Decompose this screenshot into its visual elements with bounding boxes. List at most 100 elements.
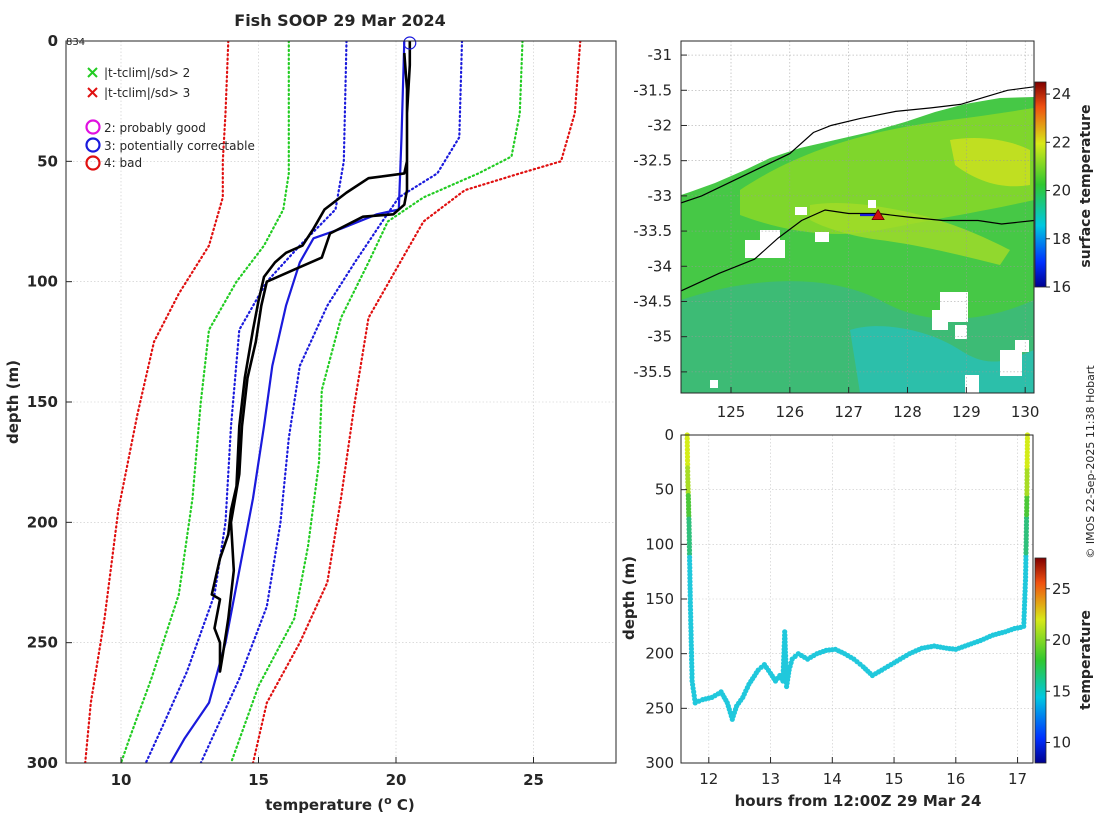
section-data-point xyxy=(684,436,690,442)
map-xtick-label: 126 xyxy=(776,403,805,421)
map-cast-marker xyxy=(871,208,885,220)
profile-ylabel: depth (m) xyxy=(4,360,22,444)
section-colorbar-ramp xyxy=(1034,557,1047,764)
map-ytick-label: -35.5 xyxy=(633,363,672,381)
profile-xlabel: temperature (o C) xyxy=(265,794,415,814)
map-colorbar-tick-label: 24 xyxy=(1052,85,1071,103)
legend-x-icon-red xyxy=(87,87,98,98)
legend-circle-icon-blue xyxy=(85,137,101,153)
map-ship-track xyxy=(681,209,1034,292)
section-colorbar-tick-label: 15 xyxy=(1052,682,1071,700)
section-colorbar-tick-label: 20 xyxy=(1052,631,1071,649)
section-panel: 12 13 14 15 16 17 0 50 100 150 200 250 300 hours fr… xyxy=(620,426,1094,810)
map-xtick-label: 125 xyxy=(717,403,746,421)
profile-ytick-label: 0 xyxy=(48,32,58,50)
profile-series xyxy=(84,41,582,763)
map-yticks: -31 -31.5 -32 -32.5 -33 -33.5 -34 -34.5 -35 -35.5 xyxy=(633,46,687,381)
map-ytick-label: -35 xyxy=(648,328,673,346)
map-ytick-label: -34.5 xyxy=(633,292,672,310)
map-ytick-label: -32.5 xyxy=(633,152,672,170)
legend-label: 4: bad xyxy=(104,156,142,170)
section-xticks: 12 13 14 15 16 17 xyxy=(699,757,1027,788)
profile-series-clim-3sd xyxy=(84,41,230,763)
profile-panel: 10 15 20 25 0 50 100 150 200 250 300 834 temperat… xyxy=(4,32,617,814)
map-xtick-label: 129 xyxy=(952,403,981,421)
section-data-point xyxy=(684,439,690,445)
profile-series-clim-2sd xyxy=(229,41,524,763)
map-ytick-label: -34 xyxy=(648,257,673,275)
profile-yticks: 0 50 100 150 200 250 300 xyxy=(27,32,72,772)
map-xtick-label: 130 xyxy=(1011,403,1040,421)
map-colorbar-ticks: 16 18 20 22 24 xyxy=(1046,85,1071,296)
map-heatmap xyxy=(681,41,1034,393)
section-ytick-label: 250 xyxy=(645,699,674,717)
profile-series-measured-profile xyxy=(210,41,412,673)
legend-item-sd3: |t-tclim|/sd> 3 xyxy=(87,86,190,100)
legend-label: 2: probably good xyxy=(104,121,206,135)
profile-series-clim-1sd xyxy=(199,41,464,763)
legend-label: 3: potentially correctable xyxy=(104,139,255,153)
map-ytick-label: -32 xyxy=(648,116,673,134)
profile-xtick-label: 20 xyxy=(386,771,407,789)
credit-text: © IMOS 22-Sep-2025 11:38 Hobart xyxy=(1084,365,1097,559)
profile-gridlines xyxy=(66,40,616,764)
map-colorbar-tick-label: 18 xyxy=(1052,230,1071,248)
map-ytick-label: -31 xyxy=(648,46,673,64)
map-ytick-label: -31.5 xyxy=(633,81,672,99)
legend-circle-icon-magenta xyxy=(85,119,101,135)
profile-xtick-label: 10 xyxy=(111,771,132,789)
legend-x-icon-green xyxy=(87,67,98,78)
section-xtick-label: 17 xyxy=(1008,770,1027,788)
map-colorbar-ramp xyxy=(1034,81,1047,288)
profile-xtick-label: 15 xyxy=(248,771,269,789)
figure-title: Fish SOOP 29 Mar 2024 xyxy=(234,11,445,30)
section-xtick-label: 12 xyxy=(699,770,718,788)
profile-series-clim-3sd xyxy=(251,41,582,763)
legend-item-sd2: |t-tclim|/sd> 2 xyxy=(87,66,190,80)
map-coastline xyxy=(681,86,1034,204)
map-colorbar-tick-label: 20 xyxy=(1052,182,1071,200)
map-cool-water-field xyxy=(850,326,1034,393)
legend-item-probably-good: 2: probably good xyxy=(85,119,206,135)
profile-ytick-label: 300 xyxy=(27,754,58,772)
section-xtick-label: 13 xyxy=(761,770,780,788)
section-ylabel: depth (m) xyxy=(620,556,638,640)
profile-ytick-label: 250 xyxy=(27,634,58,652)
legend-label: |t-tclim|/sd> 3 xyxy=(104,86,190,100)
map-xtick-label: 128 xyxy=(893,403,922,421)
profile-ytick-label: 100 xyxy=(27,273,58,291)
legend-item-potentially-correctable: 3: potentially correctable xyxy=(85,137,255,153)
section-yticks: 0 50 100 150 200 250 300 xyxy=(645,426,687,772)
profile-series-clim-1sd xyxy=(144,41,348,763)
section-xtick-label: 14 xyxy=(823,770,842,788)
section-data-point xyxy=(684,443,690,449)
section-xtick-label: 15 xyxy=(885,770,904,788)
legend-circle-icon-red xyxy=(85,155,101,171)
map-cloud-gaps xyxy=(710,200,1029,393)
section-xtick-label: 16 xyxy=(946,770,965,788)
section-data-point xyxy=(684,457,691,464)
section-points xyxy=(684,432,1031,722)
map-land xyxy=(681,41,1034,195)
section-data-point xyxy=(685,461,691,467)
section-data-point xyxy=(684,447,691,453)
section-ytick-label: 0 xyxy=(664,426,674,444)
map-panel: 125 126 127 128 129 130 -31-31.5-32-32.5-33-3… xyxy=(633,40,1094,421)
map-colorbar-label: surface temperature xyxy=(1078,104,1094,267)
section-ytick-label: 150 xyxy=(645,590,674,608)
profile-xlabel-unit: C) xyxy=(392,796,415,814)
map-colorbar: 16 18 20 22 24 surface temperature xyxy=(1034,81,1094,296)
section-ytick-label: 300 xyxy=(645,754,674,772)
cast-id-annotation: 834 xyxy=(66,37,85,48)
map-colorbar-tick-label: 16 xyxy=(1052,278,1071,296)
section-ytick-label: 50 xyxy=(655,481,674,499)
profile-ytick-label: 50 xyxy=(37,152,58,170)
profile-xticks: 10 15 20 25 xyxy=(111,757,544,789)
profile-xtick-label: 25 xyxy=(523,771,544,789)
legend-item-bad: 4: bad xyxy=(85,155,142,171)
section-data-point xyxy=(684,450,691,456)
section-data-point xyxy=(689,653,695,659)
legend-label: |t-tclim|/sd> 2 xyxy=(104,66,190,80)
map-shelf-warmest-field xyxy=(950,138,1030,187)
profile-ytick-label: 200 xyxy=(27,513,58,531)
